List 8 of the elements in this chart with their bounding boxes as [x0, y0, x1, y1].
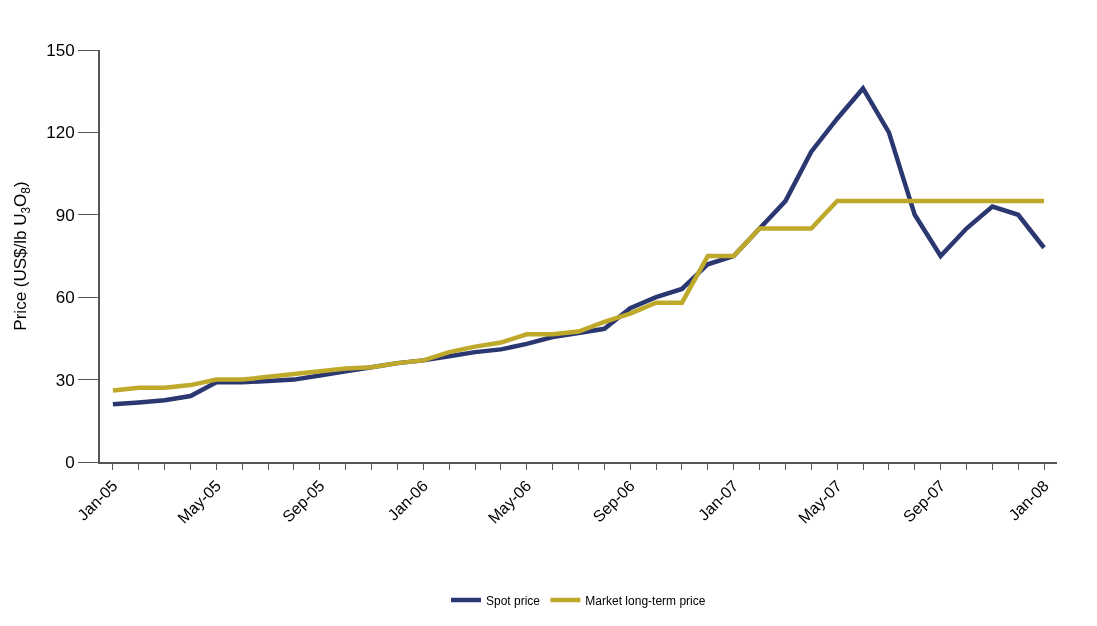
y-tick-label: 120 — [46, 123, 75, 143]
y-tick-label: 0 — [65, 452, 75, 472]
y-tick-label: 30 — [55, 370, 75, 390]
legend-label: Market long-term price — [585, 593, 706, 608]
y-tick-label: 150 — [46, 40, 75, 60]
y-tick-label: 90 — [55, 205, 75, 225]
y-tick-label: 60 — [55, 288, 75, 308]
legend-label: Spot price — [486, 593, 541, 608]
